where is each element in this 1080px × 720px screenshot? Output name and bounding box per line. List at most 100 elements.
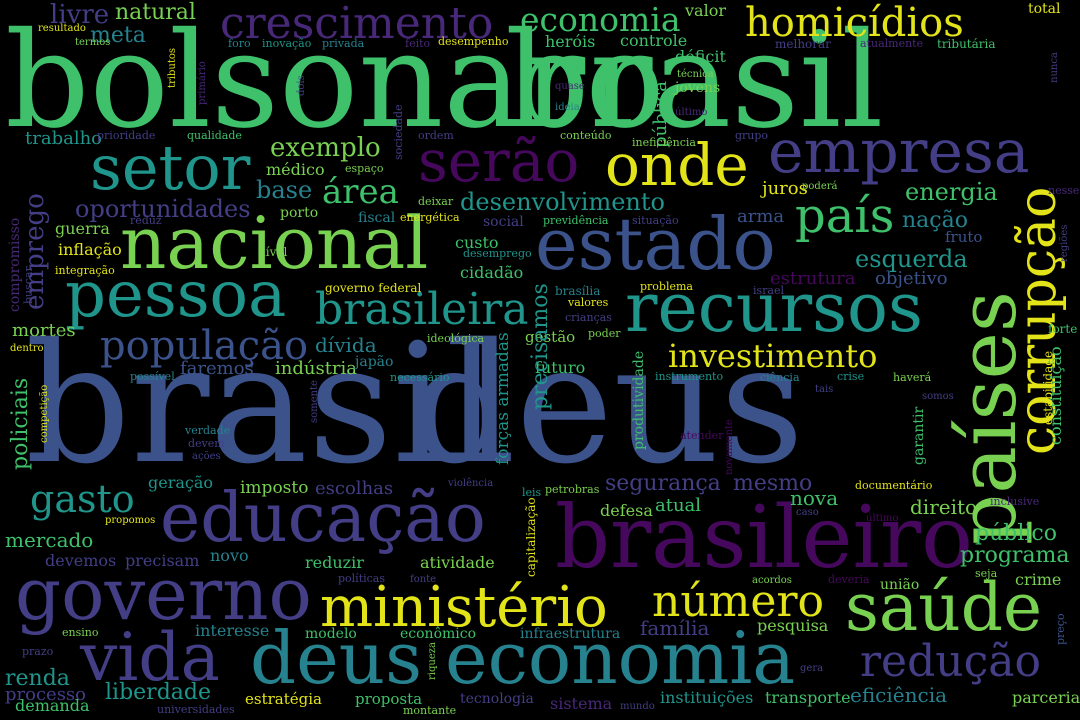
word: governo [15, 552, 312, 636]
word: gasto [30, 477, 135, 521]
word: mortes [12, 320, 76, 341]
word: técnica [677, 69, 714, 80]
word: regiões [1059, 224, 1070, 262]
word: capitalização [524, 497, 538, 577]
word: nesse [1048, 184, 1080, 197]
word: forças armadas [493, 332, 513, 465]
word: união [880, 577, 920, 593]
word: fiscal [358, 210, 396, 226]
word: ideológica [427, 332, 485, 345]
word: bolsonaro [5, 4, 665, 158]
word: proposta [355, 690, 423, 708]
word: japão [355, 354, 394, 370]
word: número [652, 576, 824, 627]
word: empresa [768, 117, 1030, 187]
word: imposto [240, 478, 309, 498]
word: economia [445, 616, 796, 700]
word: dentro [10, 343, 44, 354]
word: problema [640, 280, 693, 293]
word: reduz [130, 214, 162, 227]
word: políticas [338, 572, 386, 585]
word: ordem [418, 129, 454, 142]
word: ineficiência [632, 136, 696, 149]
word: valor [685, 1, 726, 20]
word: precisamos [528, 283, 553, 410]
word: mesmo [733, 471, 813, 496]
word: direito [910, 495, 978, 519]
word: crise [837, 370, 865, 383]
word: base [256, 176, 313, 204]
word: brasileiro [555, 488, 973, 588]
word: possível [130, 370, 175, 383]
word: gestão [525, 328, 576, 346]
word: instrumento [655, 370, 724, 383]
word: buscar [22, 266, 35, 304]
word: eficiência [850, 683, 948, 707]
word: nação [902, 208, 968, 233]
word: reduzir [305, 553, 364, 572]
word: grupo [735, 129, 769, 142]
word: tais [815, 384, 834, 395]
word: termos [75, 37, 111, 48]
word: custo [455, 233, 499, 252]
word: trabalho [25, 128, 103, 149]
word: programa [960, 543, 1070, 568]
word: atualmente [860, 37, 924, 50]
word: ideia [555, 102, 580, 113]
word: haverá [893, 371, 932, 384]
word: prazo [22, 645, 54, 658]
word: conteúdo [560, 129, 612, 142]
word: saúde [845, 569, 1043, 646]
word: competição [39, 384, 50, 443]
word: atividade [420, 553, 495, 572]
word: recursos [625, 269, 923, 348]
word: último [866, 513, 899, 524]
word: forte [1048, 322, 1078, 336]
word: controle [620, 31, 688, 50]
word: crianças [565, 311, 612, 324]
word: brasil [505, 4, 884, 158]
word: jovens [675, 80, 721, 96]
word: produtividade [631, 350, 647, 450]
word: atual [655, 495, 702, 516]
word: energética [400, 211, 460, 224]
word: petrobras [545, 483, 600, 496]
word: precisam [125, 551, 200, 570]
word: somos [922, 391, 954, 402]
word: ações [192, 451, 221, 462]
word: educação [160, 479, 486, 558]
word: nova [790, 486, 839, 510]
word: prioridade [97, 129, 156, 142]
word: qualidade [187, 129, 242, 142]
word: verdade [185, 424, 231, 437]
word: instituições [660, 688, 754, 707]
word: nunca [1049, 52, 1060, 83]
word: interesse [195, 621, 270, 640]
word: onde [605, 131, 749, 199]
word: cidadão [460, 263, 524, 282]
word: israel [753, 284, 785, 297]
word: universidades [157, 703, 235, 716]
word: pesquisa [757, 616, 829, 635]
word: ciência [760, 371, 800, 384]
word: poderá [802, 181, 838, 192]
word: riqueza [427, 642, 438, 680]
word: integração [55, 264, 115, 277]
word: quase [555, 81, 585, 92]
word: vida [80, 619, 220, 696]
word: defesa [600, 501, 653, 520]
word: meta [90, 23, 146, 48]
word: ensino [62, 626, 99, 639]
word: inovação [262, 37, 312, 50]
word: novamente [724, 419, 735, 475]
word: resultado [38, 23, 86, 34]
word: arma [737, 206, 785, 227]
word: leis [522, 486, 542, 499]
word: compromisso [7, 217, 23, 312]
word: nível [258, 245, 288, 259]
word: demanda [15, 696, 90, 715]
word: montante [403, 704, 457, 717]
word: crime [1015, 570, 1062, 589]
word: necessário [390, 371, 450, 384]
